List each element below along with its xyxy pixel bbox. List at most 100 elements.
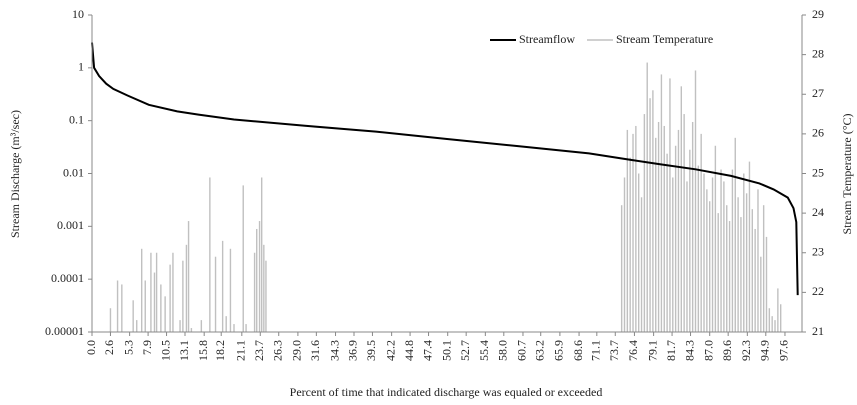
x-tick-label: 71.1 — [589, 340, 603, 361]
temperature-bar — [711, 177, 714, 332]
temperature-bar — [626, 129, 629, 332]
temperature-bar — [723, 181, 725, 332]
x-tick-label: 18.2 — [213, 340, 227, 361]
temperature-bar — [686, 181, 688, 332]
legend-label: Stream Temperature — [616, 32, 713, 46]
x-tick-label: 60.7 — [515, 340, 529, 361]
temperature-bar — [663, 125, 665, 332]
temperature-bar — [652, 90, 654, 332]
x-tick-label: 47.4 — [420, 340, 434, 361]
x-tick-label: 68.6 — [571, 340, 585, 361]
x-tick-label: 87.0 — [701, 340, 715, 361]
y2-axis-title: Stream Temperature (°C) — [840, 113, 854, 234]
x-tick-label: 89.6 — [720, 340, 734, 361]
temperature-bar — [731, 169, 734, 332]
temperature-bar — [221, 240, 224, 332]
x-tick-label: 36.9 — [346, 340, 360, 361]
temperature-bar — [263, 244, 265, 332]
temperature-bar — [160, 284, 162, 332]
x-tick-label: 55.4 — [477, 340, 491, 361]
x-tick-label: 31.6 — [308, 340, 322, 361]
x-tick-label: 63.2 — [532, 340, 546, 361]
temperature-bar — [657, 121, 660, 332]
temperature-bar — [116, 280, 119, 332]
temperature-bar — [253, 252, 256, 332]
y-tick-label: 0.001 — [57, 218, 84, 232]
temperature-bar — [258, 221, 261, 332]
y2-tick-label: 28 — [812, 46, 824, 60]
legend-label: Streamflow — [519, 32, 575, 46]
temperature-bar — [677, 129, 680, 332]
temperature-bar — [242, 185, 244, 332]
x-tick-label: 81.7 — [664, 340, 678, 361]
temperature-bar — [680, 86, 682, 332]
x-tick-label: 39.5 — [364, 340, 378, 361]
streamflow-line — [91, 42, 799, 296]
y2-tick-label: 27 — [812, 86, 824, 100]
temperature-bar — [187, 221, 190, 332]
temperature-bar — [726, 205, 728, 332]
x-tick-label: 7.9 — [140, 340, 154, 355]
temperature-bar — [649, 98, 651, 333]
temperature-bar — [153, 272, 156, 332]
temperature-bar — [768, 308, 771, 332]
temperature-bar — [150, 252, 152, 332]
y-tick-label: 0.01 — [63, 165, 84, 179]
temperature-bar — [703, 173, 705, 332]
x-tick-label: 15.8 — [196, 340, 210, 361]
temperature-bar — [256, 228, 258, 332]
temperature-bar — [745, 193, 748, 332]
y2-tick-label: 21 — [812, 324, 824, 338]
x-tick-label: 29.0 — [290, 340, 304, 361]
temperature-bar — [655, 137, 657, 332]
x-axis-title: Percent of time that indicated discharge… — [290, 385, 603, 399]
x-tick-label: 84.3 — [682, 340, 696, 361]
y2-tick-label: 23 — [812, 245, 824, 259]
x-tick-label: 76.4 — [626, 340, 640, 361]
temperature-bar — [771, 316, 773, 332]
temperature-bar — [629, 157, 631, 332]
x-tick-label: 23.7 — [252, 340, 266, 361]
y2-tick-label: 25 — [812, 165, 824, 179]
y-tick-label: 0.0001 — [51, 271, 84, 285]
temperature-bar — [777, 288, 779, 332]
y-tick-label: 0.00001 — [45, 324, 84, 338]
x-tick-label: 26.3 — [270, 340, 284, 361]
x-tick-label: 92.3 — [739, 340, 753, 361]
temperature-bar — [683, 114, 685, 332]
temperature-bar — [200, 320, 203, 332]
temperature-bar — [144, 280, 146, 332]
y-tick-label: 1 — [78, 60, 84, 74]
temperature-bar — [121, 284, 123, 332]
x-tick-label: 10.5 — [158, 340, 172, 361]
temperature-bar — [643, 114, 646, 332]
x-tick-label: 58.0 — [496, 340, 510, 361]
temperature-bar — [737, 197, 739, 332]
temperature-bar — [141, 248, 143, 332]
temperature-bar — [620, 205, 623, 332]
temperature-bar — [717, 213, 719, 332]
temperature-bar — [674, 145, 677, 332]
temperature-bar — [757, 189, 759, 332]
y2-tick-label: 29 — [812, 7, 824, 21]
temperature-bar — [640, 197, 643, 332]
temperature-bar — [669, 78, 671, 333]
y-tick-label: 0.1 — [69, 112, 84, 126]
x-tick-label: 94.9 — [758, 340, 772, 361]
x-tick-label: 13.1 — [177, 340, 191, 361]
temperature-bar — [185, 244, 188, 332]
temperature-bar — [632, 133, 634, 332]
temperature-bar — [172, 252, 174, 332]
temperature-bar — [706, 189, 708, 332]
x-tick-label: 97.6 — [777, 340, 791, 361]
temperature-bar — [714, 145, 717, 332]
temperature-bar — [225, 316, 227, 332]
temperature-bar — [136, 320, 138, 332]
temperature-bar — [697, 165, 700, 332]
temperature-bar — [169, 264, 171, 332]
temperature-bar — [765, 236, 768, 332]
x-tick-label: 5.3 — [121, 340, 135, 355]
temperature-bar — [638, 173, 640, 332]
temperature-bar — [780, 304, 782, 332]
temperature-bar — [229, 248, 232, 332]
